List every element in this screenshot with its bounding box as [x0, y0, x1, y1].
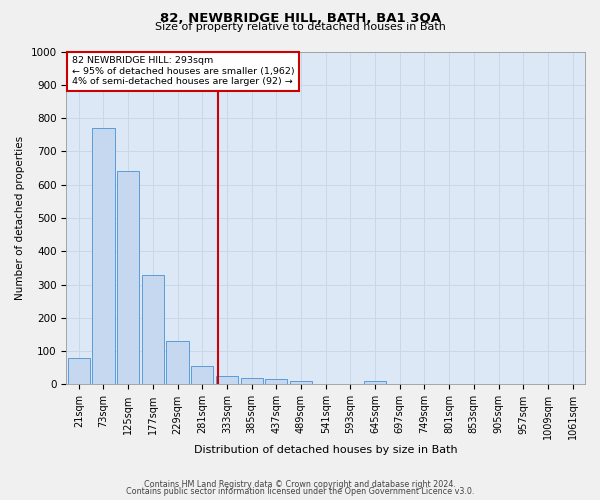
Text: 82, NEWBRIDGE HILL, BATH, BA1 3QA: 82, NEWBRIDGE HILL, BATH, BA1 3QA — [160, 12, 440, 26]
Bar — [92, 128, 115, 384]
Bar — [241, 378, 263, 384]
Text: Size of property relative to detached houses in Bath: Size of property relative to detached ho… — [155, 22, 445, 32]
X-axis label: Distribution of detached houses by size in Bath: Distribution of detached houses by size … — [194, 445, 458, 455]
Bar — [142, 274, 164, 384]
Y-axis label: Number of detached properties: Number of detached properties — [15, 136, 25, 300]
Bar — [290, 381, 312, 384]
Text: Contains public sector information licensed under the Open Government Licence v3: Contains public sector information licen… — [126, 488, 474, 496]
Bar — [191, 366, 214, 384]
Bar — [265, 380, 287, 384]
Bar — [117, 172, 139, 384]
Bar — [364, 381, 386, 384]
Text: Contains HM Land Registry data © Crown copyright and database right 2024.: Contains HM Land Registry data © Crown c… — [144, 480, 456, 489]
Bar — [166, 341, 188, 384]
Bar — [68, 358, 90, 384]
Text: 82 NEWBRIDGE HILL: 293sqm
← 95% of detached houses are smaller (1,962)
4% of sem: 82 NEWBRIDGE HILL: 293sqm ← 95% of detac… — [71, 56, 294, 86]
Bar — [216, 376, 238, 384]
